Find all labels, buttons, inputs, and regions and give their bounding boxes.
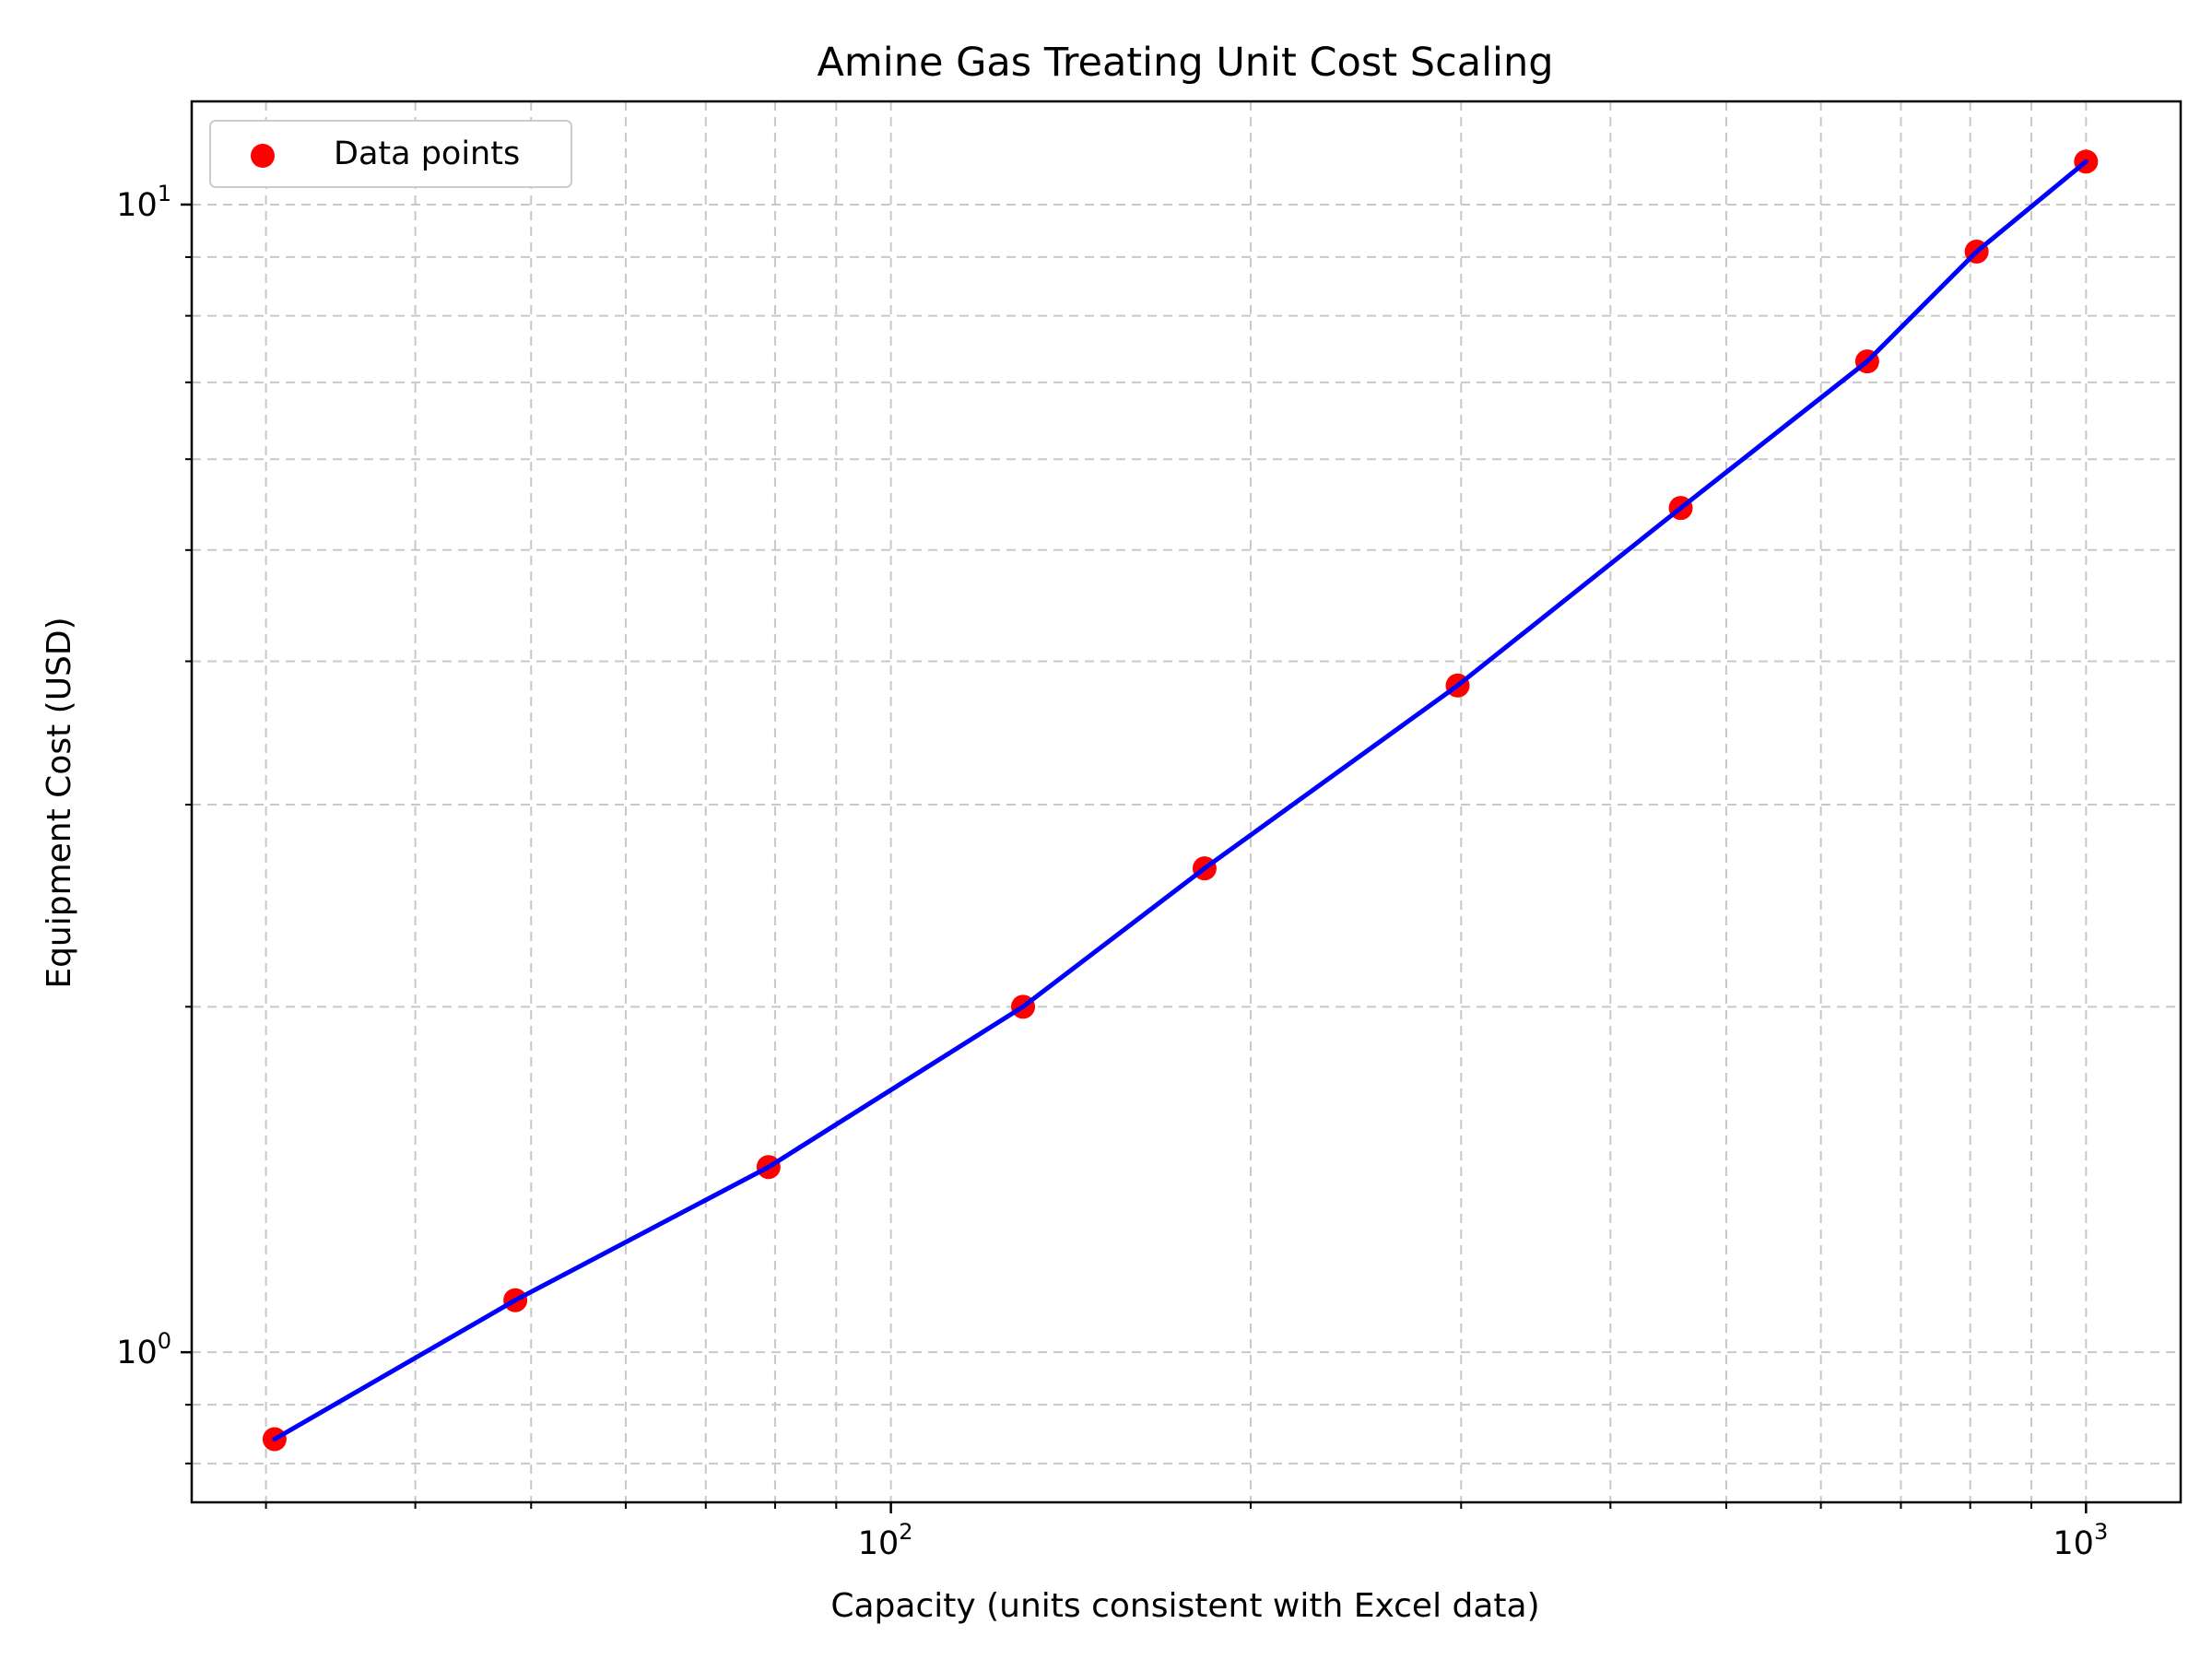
y-axis-label: Equipment Cost (USD) xyxy=(41,617,78,988)
chart-title: Amine Gas Treating Unit Cost Scaling xyxy=(817,40,1553,86)
fit-line xyxy=(272,159,2088,1441)
x-tick-label: 103 xyxy=(2053,1519,2108,1562)
plot-area xyxy=(262,149,2099,1452)
y-tick-label-base: 10 xyxy=(116,187,158,224)
y-tick-label-exp: 0 xyxy=(158,1328,171,1354)
legend: Data points xyxy=(209,120,572,188)
x-tick-label-exp: 3 xyxy=(2094,1519,2108,1545)
y-tick-label: 101 xyxy=(116,181,171,224)
x-tick-label-base: 10 xyxy=(2053,1525,2094,1562)
x-axis-label: Capacity (units consistent with Excel da… xyxy=(830,1587,1539,1625)
legend-box xyxy=(209,120,572,188)
plot-frame xyxy=(190,100,2183,1504)
legend-marker xyxy=(251,144,275,168)
x-tick-label-exp: 2 xyxy=(899,1519,912,1545)
legend-label: Data points xyxy=(334,135,520,172)
y-tick-label-base: 10 xyxy=(116,1335,158,1371)
y-tick-label-exp: 1 xyxy=(158,181,171,206)
x-tick-label-base: 10 xyxy=(858,1525,900,1562)
x-tick-label: 102 xyxy=(858,1519,913,1562)
grid xyxy=(192,101,2181,1502)
y-tick-label: 100 xyxy=(116,1328,171,1371)
